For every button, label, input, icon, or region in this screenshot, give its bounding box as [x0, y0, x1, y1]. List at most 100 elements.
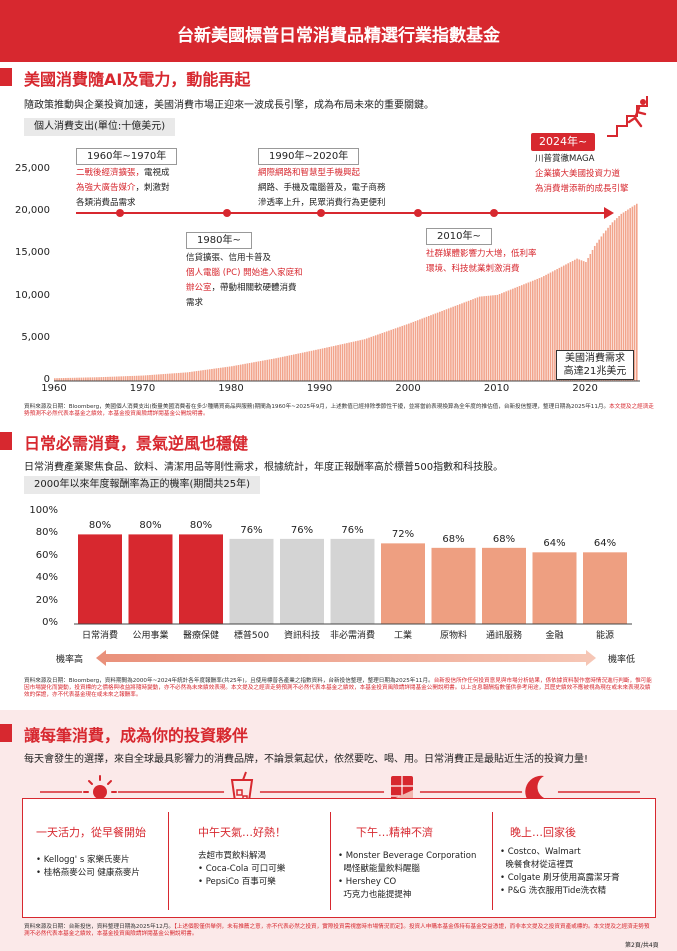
category-label: 工業: [393, 631, 412, 641]
consumption-bar: [354, 341, 357, 381]
consumption-bar: [84, 377, 87, 381]
bar-value-label: 80%: [88, 520, 112, 532]
brands-card: [22, 798, 656, 918]
era-heading: 1960年~1970年: [76, 148, 178, 165]
consumption-bar: [611, 222, 614, 381]
column-morning: 一天活力，從早餐開始 • Kellogg' s 家樂氏麥片 • 桂格燕麥公司 健康…: [36, 824, 166, 880]
consumption-bar: [127, 376, 129, 381]
consumption-bar: [622, 212, 625, 381]
era-1960: 1960年~1970年 二戰後經濟擴張，電視成 為強大廣告媒介，刺激對 各類消費品需…: [76, 148, 206, 211]
consumption-bar: [361, 339, 364, 381]
category-label: 標普500: [233, 631, 270, 641]
consumption-bar: [87, 377, 89, 381]
consumption-bar: [545, 274, 547, 381]
consumption-bar: [151, 374, 153, 381]
era-line: 個人電腦 (PC) 開始進入家庭和: [186, 266, 336, 281]
arrow-right-label: 機率低: [608, 655, 636, 665]
consumption-bar: [605, 230, 607, 381]
era-text: 川普賞徹MAGA 企業擴大美國投資力道 為消費增添新的成長引擎: [535, 152, 675, 197]
consumption-bar: [158, 374, 160, 381]
consumption-bar: [131, 375, 134, 381]
consumption-bar: [578, 259, 581, 381]
consumption-bar: [326, 347, 328, 381]
brand-item: • P&G 洗衣服用Tide洗衣精: [500, 886, 607, 896]
bar-value-label: 76%: [240, 524, 263, 536]
consumption-bar: [636, 203, 638, 381]
era-2024: 2024年~: [531, 130, 596, 151]
era-line: 社群媒體影響力大增，低利率: [426, 247, 576, 262]
consumption-bar: [558, 267, 561, 381]
probability-bar: [179, 534, 223, 624]
column-items: • Costco、Walmart 晚餐食材從這裡買 • Colgate 刷牙使用高…: [500, 846, 655, 898]
category-label: 公用事業: [132, 631, 169, 641]
probability-bar: [330, 538, 375, 624]
consumption-bar: [257, 361, 260, 381]
consumption-bar: [120, 376, 122, 381]
brand-item: • Costco、Walmart: [500, 847, 581, 857]
bar-value-label: 68%: [442, 533, 465, 545]
consumption-bar: [213, 368, 215, 381]
consumption-bar: [434, 313, 437, 381]
era-plain: 網路、手機及電腦普及，電子商務: [258, 183, 386, 193]
y-tick-label: 60%: [35, 549, 58, 561]
era-heading: 1990年~2020年: [258, 148, 360, 165]
column-title: 晚上…回家後: [510, 826, 576, 839]
consumption-bar: [427, 316, 430, 381]
chart2-label: 2000年以來年度報酬率為正的機率(期間共25年): [24, 476, 260, 494]
consumption-bar: [514, 287, 516, 381]
consumption-bar: [98, 377, 100, 381]
consumption-bar: [401, 325, 404, 381]
consumption-bar: [419, 319, 421, 381]
consumption-bar: [317, 349, 319, 381]
y-tick-label: 15,000: [15, 247, 50, 259]
consumption-bar: [368, 337, 370, 381]
consumption-bar: [520, 285, 523, 381]
consumption-bar: [487, 295, 490, 381]
consumption-bar: [89, 377, 92, 381]
section3-source: 資料來源及日期：台新投信，資料整理日期為2025年12月。【上述個股僅供舉例，未…: [24, 924, 654, 938]
era-plain: 信貸擴張、信用卡普及: [186, 253, 272, 263]
brand-item: 晚餐食材從這裡買: [500, 860, 574, 870]
consumption-bar: [197, 370, 200, 381]
consumption-bar: [534, 279, 536, 381]
era-highlight: 為消費增添新的成長引擎: [535, 184, 629, 194]
consumption-bar: [153, 374, 156, 381]
consumption-bar: [392, 329, 395, 381]
consumption-bar: [155, 374, 158, 381]
consumption-bar: [587, 257, 589, 381]
y-tick-label: 0: [43, 374, 50, 385]
consumption-bar: [111, 376, 114, 381]
consumption-bar: [102, 377, 105, 381]
column-noon: 中午天氣…好熱！ 去超市買飲料解渴 • Coca-Cola 可口可樂 • Pepsi…: [198, 824, 328, 889]
consumption-bar: [602, 233, 605, 381]
consumption-bar: [629, 208, 631, 381]
chart2-bars: [78, 534, 627, 624]
consumption-bar: [465, 301, 468, 381]
y-tick-label: 100%: [29, 505, 58, 516]
consumption-bar: [388, 330, 390, 381]
era-highlight: 二戰後經濟擴張，: [76, 168, 145, 178]
brand-item: • Coca-Cola 可口可樂: [198, 864, 286, 874]
consumption-bar: [315, 349, 317, 381]
category-label: 金融: [545, 631, 564, 641]
consumption-bar: [565, 264, 567, 381]
era-1990: 1990年~2020年 網際網路和智慧型手機興起 網路、手機及電腦普及，電子商務滲…: [258, 148, 428, 211]
consumption-bar: [96, 377, 98, 381]
era-text: 網際網路和智慧型手機興起 網路、手機及電腦普及，電子商務 滲透率上升，民眾消費行為更…: [258, 166, 428, 211]
consumption-bar: [306, 351, 308, 381]
consumption-bar: [452, 306, 454, 381]
consumption-bar: [591, 249, 594, 381]
consumption-bar: [341, 344, 344, 381]
consumption-bar: [217, 368, 220, 381]
consumption-bar: [554, 270, 556, 381]
consumption-bar: [160, 374, 162, 381]
consumption-bar: [390, 329, 392, 381]
consumption-bar: [560, 266, 563, 381]
consumption-bar: [423, 317, 426, 381]
consumption-bar: [186, 372, 189, 381]
consumption-bar: [383, 332, 386, 381]
era-highlight: 辦公室: [186, 283, 212, 293]
consumption-bar: [613, 220, 616, 381]
consumption-bar: [328, 346, 331, 381]
consumption-bar: [288, 355, 291, 381]
